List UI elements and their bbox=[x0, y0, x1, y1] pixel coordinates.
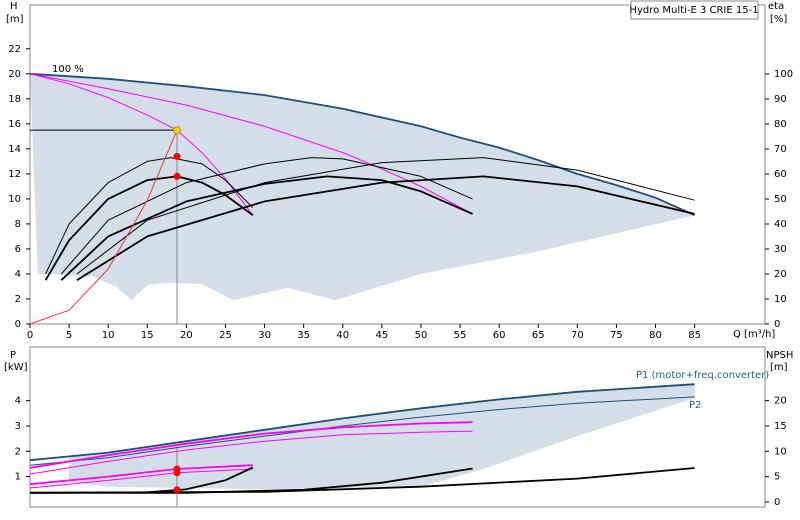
y2-tick-label: 20 bbox=[774, 269, 787, 280]
curve bbox=[76, 175, 695, 281]
curve bbox=[29, 129, 178, 325]
x-tick-label: 80 bbox=[649, 330, 662, 341]
x-tick-label: 10 bbox=[102, 330, 115, 341]
y2-tick-label: 40 bbox=[774, 219, 787, 230]
x-tick-label: 45 bbox=[375, 330, 388, 341]
y2-tick-label: 15 bbox=[774, 421, 787, 432]
x-tick-label: 75 bbox=[610, 330, 623, 341]
y-tick-label: 16 bbox=[8, 119, 21, 130]
y2-tick-label: 0 bbox=[774, 497, 780, 508]
y-tick-label: 12 bbox=[8, 169, 21, 180]
y2-tick-label: 10 bbox=[774, 294, 787, 305]
point bbox=[173, 469, 181, 477]
x-tick-label: 0 bbox=[27, 330, 33, 341]
point bbox=[173, 126, 181, 135]
x-tick-label: 85 bbox=[688, 330, 701, 341]
x-tick-label: 25 bbox=[219, 330, 232, 341]
y-tick-label: 22 bbox=[8, 44, 21, 55]
y-unit: [kW] bbox=[4, 362, 28, 373]
y2-tick-label: 90 bbox=[774, 94, 787, 105]
x-tick-label: 65 bbox=[532, 330, 545, 341]
x-tick-label: 55 bbox=[454, 330, 467, 341]
curve bbox=[29, 467, 695, 494]
operating-area bbox=[69, 384, 695, 490]
curve bbox=[29, 468, 253, 489]
y-label: H bbox=[10, 1, 18, 12]
curve bbox=[60, 175, 473, 281]
y-unit: [m] bbox=[6, 14, 24, 25]
y-tick-label: 1 bbox=[15, 472, 21, 483]
y2-tick-label: 80 bbox=[774, 119, 787, 130]
y2-tick-label: 60 bbox=[774, 169, 787, 180]
y-tick-label: 2 bbox=[15, 446, 21, 457]
curve bbox=[29, 383, 695, 462]
y2-unit: [m] bbox=[770, 362, 788, 373]
plot-frame bbox=[29, 346, 766, 508]
curve bbox=[29, 430, 473, 475]
y2-tick-label: 100 bbox=[774, 69, 793, 80]
curve bbox=[45, 157, 254, 275]
y2-tick-label: 30 bbox=[774, 244, 787, 255]
point bbox=[173, 152, 181, 160]
y2-tick-label: 70 bbox=[774, 144, 787, 155]
y-tick-label: 3 bbox=[15, 421, 21, 432]
y2-tick-label: 0 bbox=[774, 319, 780, 330]
y-tick-label: 6 bbox=[15, 244, 21, 255]
y2-tick-label: 50 bbox=[774, 194, 787, 205]
y-tick-label: 18 bbox=[8, 94, 21, 105]
title-box bbox=[630, 0, 759, 20]
plots: 0 5 10 15 20 25 30 35 40 45 50 55 60 65 70 75 80 85024681… bbox=[8, 4, 793, 508]
y-tick-label: 8 bbox=[15, 219, 21, 230]
y2-unit: [%] bbox=[770, 14, 787, 25]
curve bbox=[60, 157, 473, 275]
point bbox=[173, 172, 181, 180]
x-tick-label: 35 bbox=[297, 330, 310, 341]
x-tick-label: 5 bbox=[66, 330, 72, 341]
y-tick-label: 20 bbox=[8, 69, 21, 80]
plot-frame bbox=[29, 4, 766, 325]
operating-area bbox=[30, 73, 695, 301]
y2-tick-label: 5 bbox=[774, 472, 780, 483]
y-tick-label: 4 bbox=[15, 396, 21, 407]
y-label: P bbox=[10, 350, 16, 361]
x-tick-label: 15 bbox=[141, 330, 154, 341]
x-tick-label: 30 bbox=[258, 330, 271, 341]
point bbox=[173, 486, 181, 494]
y-tick-label: 14 bbox=[8, 144, 21, 155]
y2-label: eta bbox=[768, 1, 784, 12]
annotation: 100 % bbox=[52, 64, 84, 75]
x-label: Q [m³/h] bbox=[733, 329, 775, 340]
curve bbox=[29, 73, 473, 215]
x-tick-label: 70 bbox=[571, 330, 584, 341]
y2-tick-label: 20 bbox=[774, 396, 787, 407]
curve bbox=[29, 396, 695, 466]
curve bbox=[29, 72, 695, 217]
box-title: Hydro Multi-E 3 CRIE 15-1 bbox=[629, 5, 758, 16]
curve bbox=[76, 157, 695, 275]
y-tick-label: 4 bbox=[15, 269, 21, 280]
curve bbox=[29, 421, 473, 469]
curve bbox=[29, 464, 253, 486]
y-tick-label: 0 bbox=[15, 319, 21, 330]
p1-label: P1 (motor+freq.converter) bbox=[636, 370, 769, 381]
x-tick-label: 60 bbox=[493, 330, 506, 341]
y2-tick-label: 10 bbox=[774, 446, 787, 457]
x-tick-label: 50 bbox=[415, 330, 428, 341]
p2-label: P2 bbox=[689, 400, 701, 411]
y-tick-label: 10 bbox=[8, 194, 21, 205]
x-tick-label: 40 bbox=[336, 330, 349, 341]
x-tick-label: 20 bbox=[180, 330, 193, 341]
y2-label: NPSH bbox=[766, 350, 793, 361]
y-tick-label: 2 bbox=[15, 294, 21, 305]
